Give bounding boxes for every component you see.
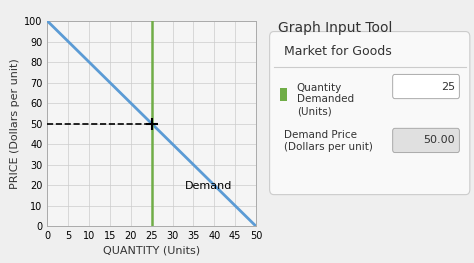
FancyBboxPatch shape	[280, 88, 287, 101]
Text: 50.00: 50.00	[424, 135, 455, 145]
Y-axis label: PRICE (Dollars per unit): PRICE (Dollars per unit)	[10, 58, 20, 189]
X-axis label: QUANTITY (Units): QUANTITY (Units)	[103, 245, 200, 255]
FancyBboxPatch shape	[392, 74, 459, 99]
Text: Quantity
Demanded
(Units): Quantity Demanded (Units)	[297, 83, 354, 116]
Text: 25: 25	[441, 82, 455, 92]
FancyBboxPatch shape	[270, 32, 470, 195]
Text: Demand: Demand	[185, 181, 232, 191]
FancyBboxPatch shape	[392, 128, 459, 153]
Text: Graph Input Tool: Graph Input Tool	[278, 21, 392, 35]
Text: Market for Goods: Market for Goods	[284, 45, 392, 58]
Text: Demand Price
(Dollars per unit): Demand Price (Dollars per unit)	[284, 130, 373, 152]
